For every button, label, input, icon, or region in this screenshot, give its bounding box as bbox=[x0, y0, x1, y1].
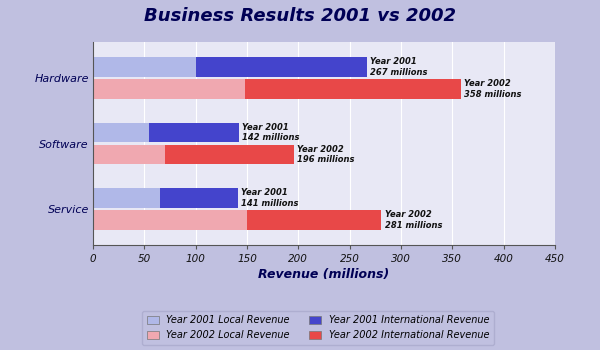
Bar bbox=[93, 210, 247, 230]
Bar bbox=[247, 210, 382, 230]
Bar bbox=[93, 122, 149, 142]
Text: Year 2002
196 millions: Year 2002 196 millions bbox=[298, 145, 355, 164]
Bar bbox=[93, 57, 196, 77]
X-axis label: Revenue (millions): Revenue (millions) bbox=[259, 268, 389, 281]
Text: Year 2001
141 millions: Year 2001 141 millions bbox=[241, 188, 298, 208]
Bar bbox=[245, 79, 461, 99]
Bar bbox=[93, 145, 165, 164]
Text: Year 2001
142 millions: Year 2001 142 millions bbox=[242, 122, 299, 142]
Bar bbox=[149, 122, 239, 142]
Text: Year 2002
358 millions: Year 2002 358 millions bbox=[464, 79, 521, 99]
Bar bbox=[93, 79, 245, 99]
Bar bbox=[160, 188, 238, 208]
Bar bbox=[93, 188, 160, 208]
Bar bbox=[196, 57, 367, 77]
Text: Year 2001
267 millions: Year 2001 267 millions bbox=[370, 57, 428, 77]
Legend: Year 2001 Local Revenue, Year 2002 Local Revenue, Year 2001 International Revenu: Year 2001 Local Revenue, Year 2002 Local… bbox=[142, 310, 494, 345]
Text: Business Results 2001 vs 2002: Business Results 2001 vs 2002 bbox=[144, 7, 456, 25]
Bar bbox=[165, 145, 294, 164]
Text: Year 2002
281 millions: Year 2002 281 millions bbox=[385, 210, 442, 230]
